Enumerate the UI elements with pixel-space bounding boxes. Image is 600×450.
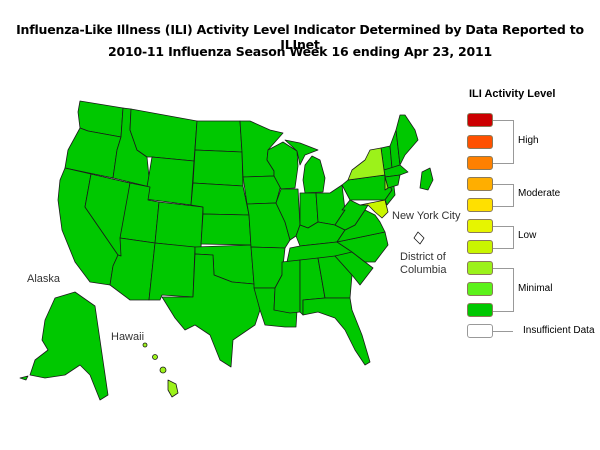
contiguous-us: [57, 100, 419, 368]
legend-swatch-level-10: [467, 113, 493, 127]
state-texas[interactable]: [161, 253, 261, 368]
state-colorado[interactable]: [154, 201, 204, 249]
nyc-shape[interactable]: [419, 167, 434, 191]
state-illinois[interactable]: [275, 188, 301, 241]
state-hawaii[interactable]: [142, 342, 179, 398]
hawaii-label: Hawaii: [111, 331, 145, 343]
legend-swatch-level-9: [467, 135, 493, 149]
state-north-dakota[interactable]: [194, 120, 243, 153]
legend-bracket-high: [493, 120, 514, 164]
alaska-label: Alaska: [27, 273, 61, 285]
nyc-inset: [419, 167, 434, 191]
state-maryland[interactable]: [359, 199, 389, 219]
legend-bracket-moderate: [493, 184, 514, 207]
state-kansas[interactable]: [200, 213, 252, 246]
map-subtitle: 2010-11 Influenza Season Week 16 ending …: [107, 44, 493, 59]
state-new-mexico[interactable]: [148, 242, 196, 301]
dc-shape[interactable]: [413, 231, 425, 245]
dc-label-line2: Columbia: [400, 264, 447, 276]
legend-swatch-level-1: [467, 303, 493, 317]
state-maine[interactable]: [395, 114, 419, 166]
legend-label-low: Low: [518, 230, 537, 241]
state-michigan[interactable]: [284, 139, 326, 194]
state-iowa[interactable]: [242, 175, 282, 205]
legend-swatch-level-6: [467, 198, 493, 212]
legend-swatch-insufficient: [467, 324, 493, 338]
legend-swatch-level-5: [467, 219, 493, 233]
legend-label-high: High: [518, 135, 539, 146]
legend-title: ILI Activity Level: [469, 88, 556, 100]
legend-tick-insufficient: [493, 331, 513, 332]
nyc-label: New York City: [392, 210, 461, 222]
legend-bracket-low: [493, 226, 514, 249]
state-wyoming[interactable]: [144, 156, 195, 206]
dc-label-line1: District of: [400, 251, 446, 263]
state-indiana[interactable]: [299, 192, 319, 229]
legend-swatch-level-8: [467, 156, 493, 170]
state-south-dakota[interactable]: [192, 149, 244, 187]
state-alaska[interactable]: [29, 291, 109, 401]
state-georgia[interactable]: [317, 255, 353, 299]
state-west-virginia[interactable]: [334, 199, 369, 231]
legend-bracket-minimal: [493, 268, 514, 312]
legend-swatch-level-2: [467, 282, 493, 296]
legend-label-insufficient: Insufficient Data: [523, 325, 595, 336]
legend-swatch-level-3: [467, 261, 493, 275]
legend-label-moderate: Moderate: [518, 188, 561, 199]
legend-label-minimal: Minimal: [518, 283, 553, 294]
state-wisconsin[interactable]: [266, 141, 299, 190]
legend-swatch-level-7: [467, 177, 493, 191]
legend-swatch-level-4: [467, 240, 493, 254]
state-florida[interactable]: [302, 297, 371, 366]
state-new-york[interactable]: [347, 147, 389, 191]
alaska-islands: [19, 375, 29, 381]
map-title: Influenza-Like Illness (ILI) Activity Le…: [16, 22, 584, 52]
